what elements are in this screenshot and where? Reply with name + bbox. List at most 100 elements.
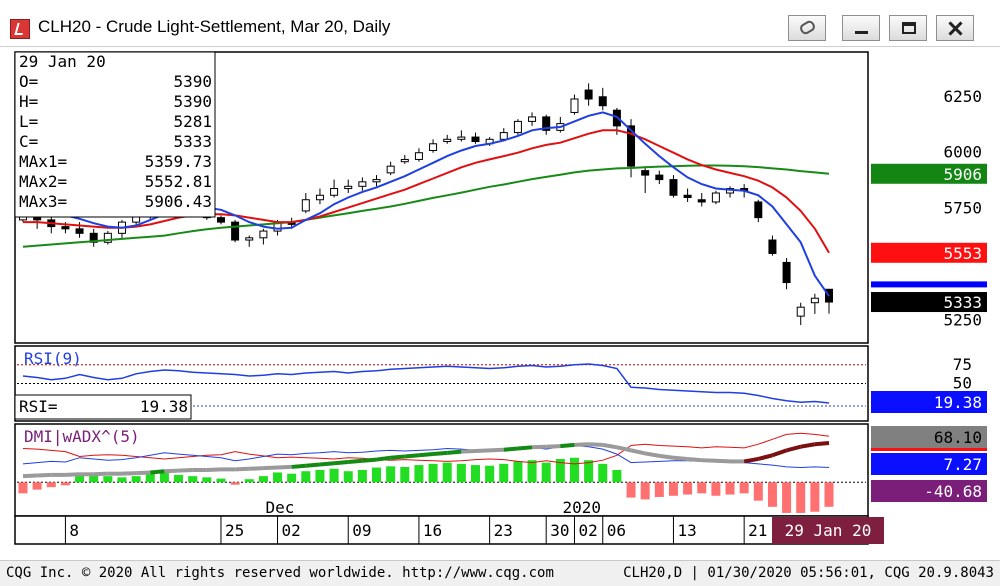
current-date-tag: 29 Jan 20 — [785, 521, 872, 540]
info-label: L= — [19, 112, 38, 131]
chart-status: CLH20,D | 01/30/2020 05:56:01, CQG 20.9.… — [623, 565, 994, 581]
price-bar — [103, 231, 112, 245]
price-bar-body — [231, 221, 240, 241]
price-bar-body — [782, 261, 791, 284]
price-axis: 6250 6000 5750 5250 — [943, 87, 982, 330]
price-bar-body — [499, 132, 508, 140]
last-price-tag: 5333 — [871, 292, 987, 312]
info-value: 5552.81 — [145, 172, 212, 191]
price-bar-body — [103, 232, 112, 243]
adx-segment — [531, 444, 547, 450]
dmi-histogram-bar — [626, 482, 636, 498]
close-button[interactable] — [936, 15, 974, 41]
adx-segment — [136, 470, 151, 476]
dmi-histogram-bar — [89, 474, 99, 483]
adx-segment — [432, 450, 448, 457]
adx-segment — [333, 460, 349, 466]
chart-app-icon — [10, 19, 30, 39]
price-bar — [386, 161, 395, 176]
price-bar-body — [584, 89, 593, 100]
dmi-histogram-bar — [555, 458, 565, 483]
time-tick-label: 09 — [352, 521, 371, 540]
dmi-histogram-bar — [470, 465, 480, 483]
adx-segment — [630, 448, 646, 456]
ma3-line — [22, 164, 830, 248]
price-bar — [711, 190, 720, 205]
ma2-line — [23, 129, 830, 254]
price-bar — [584, 83, 593, 106]
time-axis — [14, 515, 869, 545]
link-button[interactable] — [788, 15, 826, 41]
price-bar-body — [471, 136, 480, 143]
time-tick-label: 23 — [494, 521, 513, 540]
adx-segment — [404, 453, 420, 459]
rsi-line — [22, 363, 830, 404]
adx-segment — [249, 466, 264, 471]
price-bar-body — [61, 226, 70, 230]
dmi-histogram-bar — [32, 482, 42, 490]
adx-segment — [121, 471, 137, 476]
price-bar-body — [810, 297, 819, 304]
price-bar-body — [711, 192, 720, 203]
dmi-histogram-bar — [159, 471, 169, 483]
rsi-label: RSI(9) — [24, 349, 82, 368]
price-bar-body — [75, 228, 84, 234]
maximize-button[interactable] — [889, 15, 927, 41]
adx-segment — [22, 473, 38, 479]
dmi-histogram-bar — [46, 482, 56, 488]
last-price-tag-text: 5333 — [943, 293, 982, 312]
dmi-plus-tag-bg — [871, 426, 987, 448]
dmi-histogram-bar — [442, 462, 452, 483]
price-bar-body — [768, 239, 777, 254]
price-bar-body — [669, 179, 678, 196]
dmi-histogram-bar — [301, 471, 311, 483]
price-bar-body — [655, 174, 664, 181]
maximize-icon — [902, 22, 916, 34]
time-tick-label: 8 — [69, 521, 79, 540]
dmi-histogram-bar — [513, 461, 523, 483]
dmi-histogram-bar — [117, 477, 127, 483]
price-bar-body — [372, 179, 381, 183]
price-bar — [641, 166, 650, 194]
adx-segment — [644, 451, 660, 458]
price-bar-body — [697, 199, 706, 203]
dmi-histogram-bar — [244, 479, 254, 483]
month-label: 2020 — [562, 498, 601, 517]
price-tick-label: 5250 — [943, 311, 982, 330]
minimize-button[interactable] — [842, 15, 880, 41]
price-bar — [754, 199, 763, 223]
price-bar — [89, 228, 98, 247]
ma2-tag-bg — [871, 242, 987, 263]
dmi-histogram-bar — [739, 482, 749, 494]
price-bar — [372, 175, 381, 187]
price-bar — [414, 148, 423, 162]
dmi-histogram-bar — [584, 460, 594, 483]
dmi-label: DMI|wADX^(5) — [24, 427, 140, 446]
dmi-plus-tag: 68.10 — [934, 428, 982, 447]
adx-segment — [376, 455, 391, 462]
price-bar-body — [330, 188, 339, 196]
price-bar — [471, 132, 480, 144]
price-bar-body — [457, 136, 466, 140]
dmi-histogram-bar — [188, 476, 198, 483]
title-bar[interactable]: CLH20 - Crude Light-Settlement, Mar 20, … — [0, 0, 1000, 47]
dmi-histogram-bar — [485, 465, 495, 483]
adx-segment — [206, 467, 222, 472]
rsi-value-box — [14, 394, 192, 420]
time-tick-label: 02 — [282, 521, 301, 540]
price-bar — [245, 235, 254, 247]
dmi-histogram-bar — [456, 463, 466, 483]
adx-segment — [305, 462, 321, 468]
price-bar-body — [754, 201, 763, 219]
dmi-minus-tag: 7.27 — [943, 455, 982, 474]
adx-segment — [616, 445, 632, 453]
dmi-histogram-bar — [640, 482, 650, 500]
price-bar — [231, 219, 240, 243]
price-bar-body — [542, 116, 551, 131]
price-bar-body — [301, 199, 310, 212]
dmi-histogram-bar — [315, 470, 325, 483]
rsi-level-label: 50 — [953, 374, 972, 393]
time-tick-label: 13 — [677, 521, 696, 540]
